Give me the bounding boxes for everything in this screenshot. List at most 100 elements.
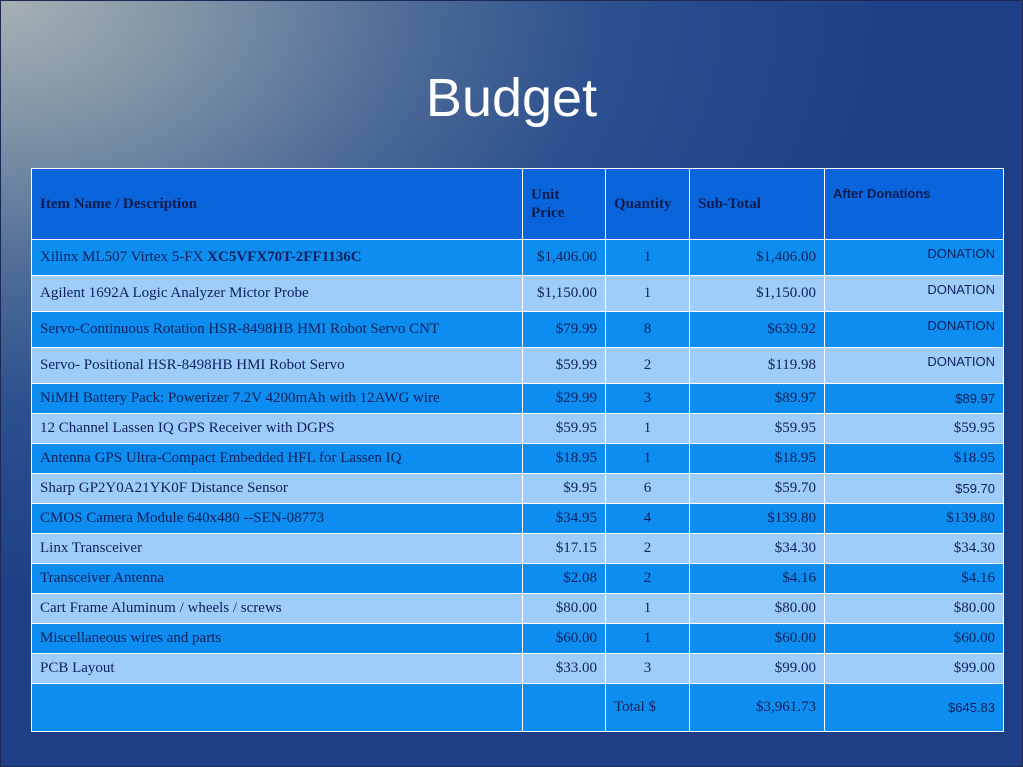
row-after-donations: $59.70	[824, 473, 1004, 504]
row-item-name: Transceiver Antenna	[31, 563, 523, 594]
row-subtotal: $4.16	[689, 563, 825, 594]
row-quantity: 4	[605, 503, 690, 534]
row-subtotal: $80.00	[689, 593, 825, 624]
row-subtotal: $99.00	[689, 653, 825, 684]
row-item-text: Sharp GP2Y0A21YK0F Distance Sensor	[40, 480, 288, 496]
row-unit-price: $17.15	[522, 533, 606, 564]
slide-title: Budget	[425, 68, 598, 128]
row-unit-price: $79.99	[522, 311, 606, 348]
row-unit-price: $80.00	[522, 593, 606, 624]
row-item-name: Xilinx ML507 Virtex 5-FX XC5VFX70T-2FF11…	[31, 239, 523, 276]
row-quantity: 2	[605, 533, 690, 564]
row-after-donations: $59.95	[824, 413, 1004, 444]
row-unit-price: $59.95	[522, 413, 606, 444]
row-after-donations: DONATION	[824, 239, 1004, 276]
table-row: Linx Transceiver $17.15 2 $34.30 $34.30	[31, 533, 1004, 564]
row-quantity: 1	[605, 443, 690, 474]
table-row: Servo- Positional HSR-8498HB HMI Robot S…	[31, 347, 1004, 384]
total-subtotal: $3,961.73	[689, 683, 825, 732]
header-quantity: Quantity	[605, 168, 690, 240]
row-quantity: 8	[605, 311, 690, 348]
row-subtotal: $639.92	[689, 311, 825, 348]
table-row: Cart Frame Aluminum / wheels / screws $80…	[31, 593, 1004, 624]
row-quantity: 1	[605, 593, 690, 624]
row-subtotal: $139.80	[689, 503, 825, 534]
header-after-donations: After Donations	[824, 168, 1004, 240]
row-unit-price: $29.99	[522, 383, 606, 414]
row-item-name: Cart Frame Aluminum / wheels / screws	[31, 593, 523, 624]
row-item-text: NiMH Battery Pack: Powerizer 7.2V 4200mA…	[40, 390, 440, 406]
row-unit-price: $1,150.00	[522, 275, 606, 312]
table-row: Xilinx ML507 Virtex 5-FX XC5VFX70T-2FF11…	[31, 239, 1004, 276]
total-row: Total $ $3,961.73 $645.83	[31, 683, 1004, 732]
row-subtotal: $119.98	[689, 347, 825, 384]
row-item-name: Miscellaneous wires and parts	[31, 623, 523, 654]
row-unit-price: $59.99	[522, 347, 606, 384]
row-item-name: Agilent 1692A Logic Analyzer Mictor Prob…	[31, 275, 523, 312]
row-subtotal: $60.00	[689, 623, 825, 654]
table-row: Antenna GPS Ultra-Compact Embedded HFL f…	[31, 443, 1004, 474]
row-subtotal: $1,406.00	[689, 239, 825, 276]
budget-table: Item Name / Description Unit Price Quanti…	[31, 168, 1004, 732]
row-unit-price: $33.00	[522, 653, 606, 684]
row-after-donations: $99.00	[824, 653, 1004, 684]
row-after-donations: $60.00	[824, 623, 1004, 654]
row-item-text: Agilent 1692A Logic Analyzer Mictor Prob…	[40, 285, 309, 301]
table-row: Sharp GP2Y0A21YK0F Distance Sensor $9.95 6…	[31, 473, 1004, 504]
row-quantity: 6	[605, 473, 690, 504]
table-row: Transceiver Antenna $2.08 2 $4.16 $4.16	[31, 563, 1004, 594]
total-after-donations: $645.83	[824, 683, 1004, 732]
row-item-text: Servo- Positional HSR-8498HB HMI Robot S…	[40, 357, 345, 373]
row-quantity: 1	[605, 275, 690, 312]
row-subtotal: $59.70	[689, 473, 825, 504]
row-unit-price: $9.95	[522, 473, 606, 504]
table-row: NiMH Battery Pack: Powerizer 7.2V 4200mA…	[31, 383, 1004, 414]
row-item-text: Xilinx ML507 Virtex 5-FX	[40, 249, 208, 265]
row-subtotal: $1,150.00	[689, 275, 825, 312]
table-row: 12 Channel Lassen IQ GPS Receiver with D…	[31, 413, 1004, 444]
row-item-text: Miscellaneous wires and parts	[40, 630, 222, 646]
row-quantity: 3	[605, 653, 690, 684]
row-item-text: Linx Transceiver	[40, 540, 143, 556]
row-unit-price: $60.00	[522, 623, 606, 654]
row-quantity: 1	[605, 413, 690, 444]
table-body: Xilinx ML507 Virtex 5-FX XC5VFX70T-2FF11…	[31, 239, 1004, 684]
row-quantity: 3	[605, 383, 690, 414]
row-item-text: Antenna GPS Ultra-Compact Embedded HFL f…	[40, 450, 402, 466]
row-item-name: Servo-Continuous Rotation HSR-8498HB HMI…	[31, 311, 523, 348]
row-subtotal: $18.95	[689, 443, 825, 474]
total-empty-unit	[522, 683, 606, 732]
row-item-name: Linx Transceiver	[31, 533, 523, 564]
row-quantity: 2	[605, 347, 690, 384]
row-after-donations: DONATION	[824, 311, 1004, 348]
row-item-name: Sharp GP2Y0A21YK0F Distance Sensor	[31, 473, 523, 504]
total-empty-item	[31, 683, 523, 732]
row-unit-price: $34.95	[522, 503, 606, 534]
row-after-donations: $18.95	[824, 443, 1004, 474]
table-row: Miscellaneous wires and parts $60.00 1 $60.…	[31, 623, 1004, 654]
row-after-donations: $4.16	[824, 563, 1004, 594]
row-after-donations: DONATION	[824, 347, 1004, 384]
row-item-text: Servo-Continuous Rotation HSR-8498HB HMI…	[40, 321, 440, 337]
row-after-donations: $34.30	[824, 533, 1004, 564]
total-label: Total $	[605, 683, 690, 732]
row-unit-price: $1,406.00	[522, 239, 606, 276]
row-subtotal: $34.30	[689, 533, 825, 564]
row-item-text: Transceiver Antenna	[40, 570, 164, 586]
row-quantity: 1	[605, 623, 690, 654]
table-row: Agilent 1692A Logic Analyzer Mictor Prob…	[31, 275, 1004, 312]
row-item-part-number: XC5VFX70T-2FF1136C	[207, 249, 362, 265]
row-item-text: CMOS Camera Module 640x480 --SEN-08773	[40, 510, 325, 526]
row-unit-price: $18.95	[522, 443, 606, 474]
header-subtotal: Sub-Total	[689, 168, 825, 240]
header-unit-price: Unit Price	[522, 168, 606, 240]
row-item-name: Antenna GPS Ultra-Compact Embedded HFL f…	[31, 443, 523, 474]
row-subtotal: $59.95	[689, 413, 825, 444]
row-quantity: 2	[605, 563, 690, 594]
row-item-name: NiMH Battery Pack: Powerizer 7.2V 4200mA…	[31, 383, 523, 414]
table-row: CMOS Camera Module 640x480 --SEN-08773 $3…	[31, 503, 1004, 534]
row-quantity: 1	[605, 239, 690, 276]
row-item-text: PCB Layout	[40, 660, 115, 676]
table-header-row: Item Name / Description Unit Price Quanti…	[31, 168, 1004, 240]
row-item-text: Cart Frame Aluminum / wheels / screws	[40, 600, 282, 616]
